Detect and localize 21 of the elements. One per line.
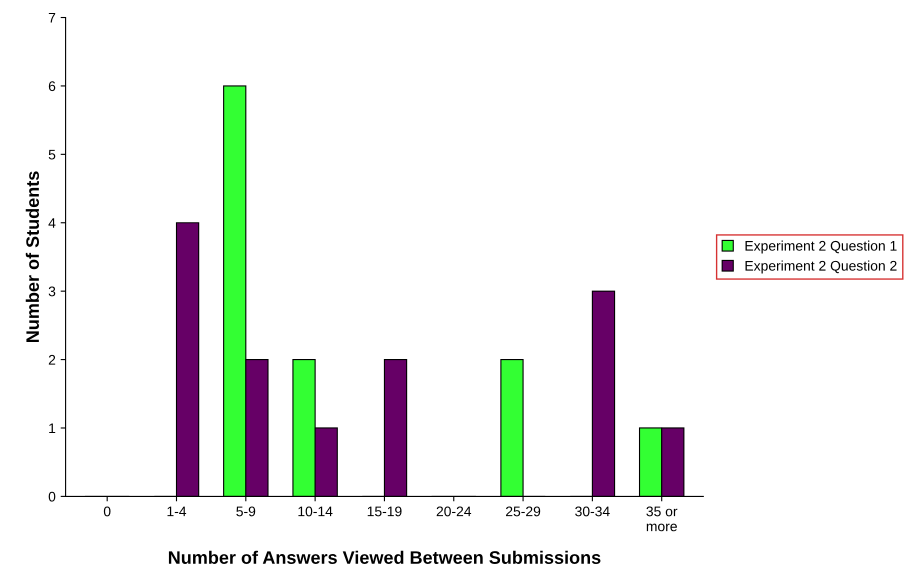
y-tick-label: 6 <box>48 81 56 92</box>
y-tick-label: 5 <box>48 150 56 160</box>
y-tick-label: 0 <box>48 492 56 502</box>
y-tick-label: 7 <box>48 12 56 23</box>
legend-label: Experiment 2 Question 1 <box>746 240 897 254</box>
y-tick-label: 2 <box>48 354 56 365</box>
y-tick-label: 1 <box>49 423 56 434</box>
x-tick-label: 20-24 <box>436 506 472 516</box>
y-tick-label: 3 <box>48 286 56 296</box>
x-tick-label: 5-9 <box>236 506 256 516</box>
y-axis-title: Number of Students <box>26 171 40 342</box>
y-tick-label: 4 <box>48 218 56 228</box>
x-tick-label: 15-19 <box>368 506 402 516</box>
x-tick-label: 25-29 <box>506 506 540 516</box>
x-tick-label: 30-34 <box>575 506 610 516</box>
legend-label: Experiment 2 Question 2 <box>746 260 897 274</box>
x-tick-label: 1-4 <box>168 506 186 516</box>
x-tick-label: 35 or more <box>646 506 678 532</box>
x-tick-label: 0 <box>104 506 110 516</box>
x-tick-label: 10-14 <box>298 506 332 516</box>
x-axis-title: Number of Answers Viewed Between Submissions <box>168 550 600 564</box>
